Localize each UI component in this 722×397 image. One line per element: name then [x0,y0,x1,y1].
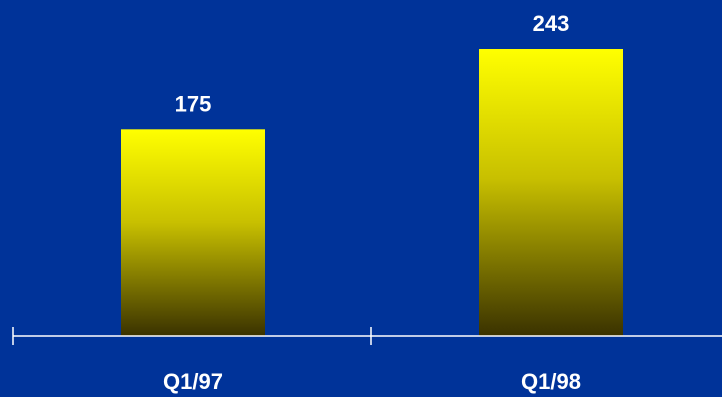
value-label: 243 [533,11,570,36]
category-labels-group: Q1/97 Q1/98 [163,369,581,394]
value-label: 175 [175,91,212,116]
category-label: Q1/98 [521,369,581,394]
category-label: Q1/97 [163,369,223,394]
x-axis-ticks [12,327,372,345]
bar-q1-97 [121,129,265,336]
value-labels-group: 175 243 [175,11,570,116]
bars-group [121,49,623,336]
bar-q1-98 [479,49,623,336]
